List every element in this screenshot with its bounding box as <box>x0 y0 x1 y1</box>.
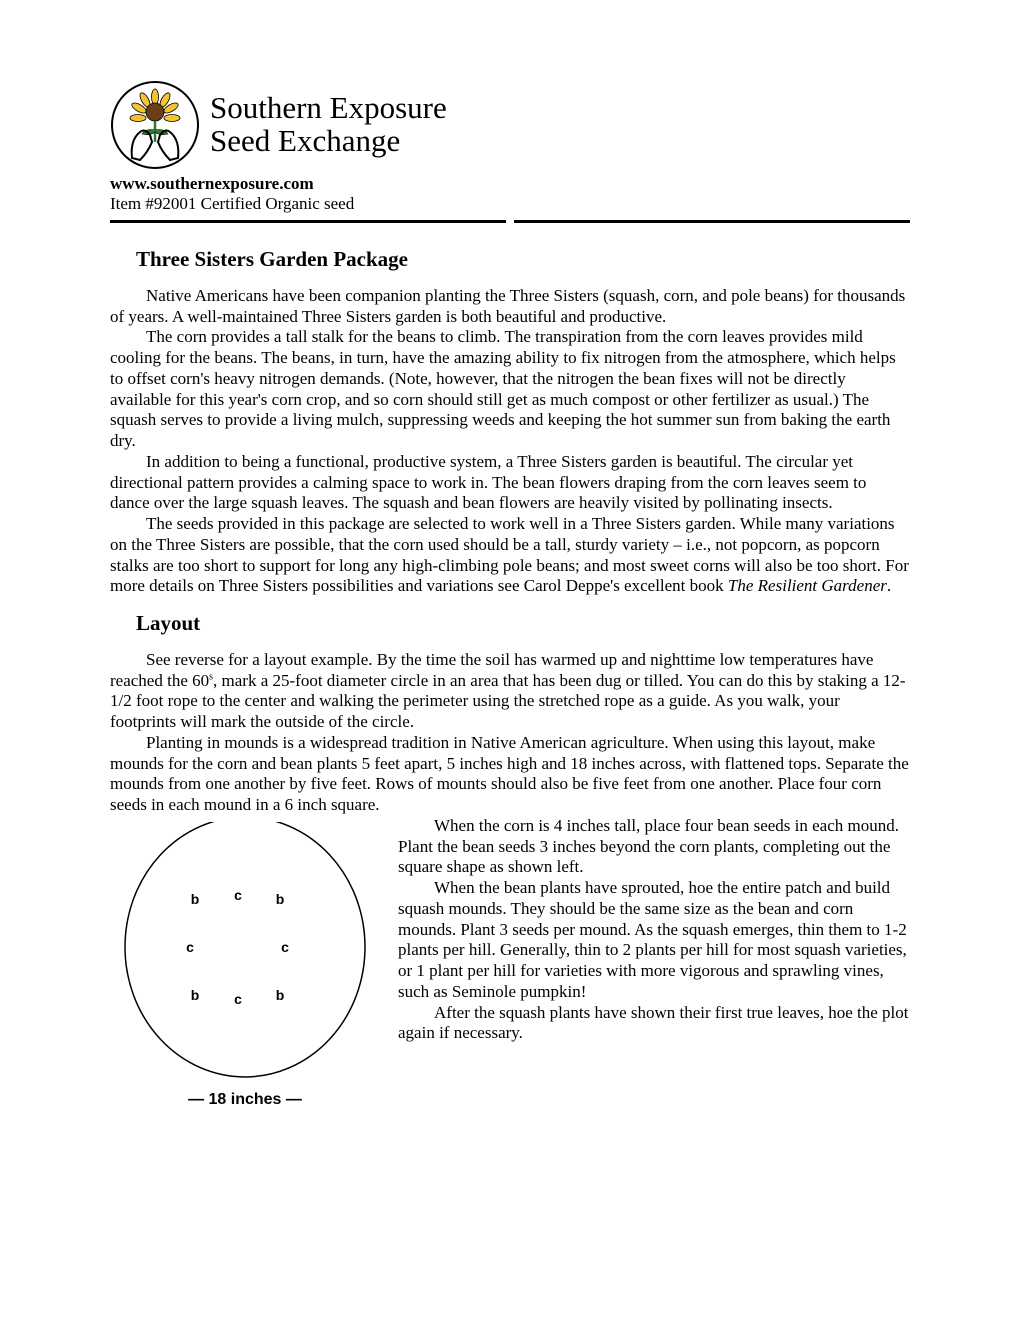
mound-diagram: b c b c c b c b — 18 inches — <box>110 822 380 1109</box>
svg-text:c: c <box>234 991 242 1007</box>
svg-text:b: b <box>276 987 285 1003</box>
svg-text:b: b <box>276 891 285 907</box>
brand-line2: Seed Exchange <box>210 125 447 158</box>
intro-para-4c: . <box>887 576 891 595</box>
intro-para-3: In addition to being a functional, produ… <box>110 452 910 514</box>
svg-text:c: c <box>281 939 289 955</box>
layout-para-2: Planting in mounds is a widespread tradi… <box>110 733 910 816</box>
svg-text:c: c <box>186 939 194 955</box>
book-title: The Resilient Gardener <box>728 576 887 595</box>
page-title: Three Sisters Garden Package <box>136 247 910 272</box>
layout-heading: Layout <box>136 611 910 636</box>
layout-para-1b: , mark a 25-foot diameter circle in an a… <box>110 671 906 731</box>
brand-logo <box>110 80 200 170</box>
brand-name: Southern Exposure Seed Exchange <box>210 92 447 157</box>
intro-para-4: The seeds provided in this package are s… <box>110 514 910 597</box>
svg-text:b: b <box>191 987 200 1003</box>
intro-para-1: Native Americans have been companion pla… <box>110 286 910 327</box>
divider-rule <box>110 220 910 223</box>
item-line: Item #92001 Certified Organic seed <box>110 194 910 214</box>
svg-text:b: b <box>191 891 200 907</box>
diagram-caption: — 18 inches — <box>110 1091 380 1109</box>
brand-url: www.southernexposure.com <box>110 174 910 194</box>
layout-para-1: See reverse for a layout example. By the… <box>110 650 910 733</box>
svg-text:c: c <box>234 887 242 903</box>
brand-line1: Southern Exposure <box>210 92 447 125</box>
brand-header: Southern Exposure Seed Exchange <box>110 80 910 170</box>
intro-para-2: The corn provides a tall stalk for the b… <box>110 327 910 451</box>
